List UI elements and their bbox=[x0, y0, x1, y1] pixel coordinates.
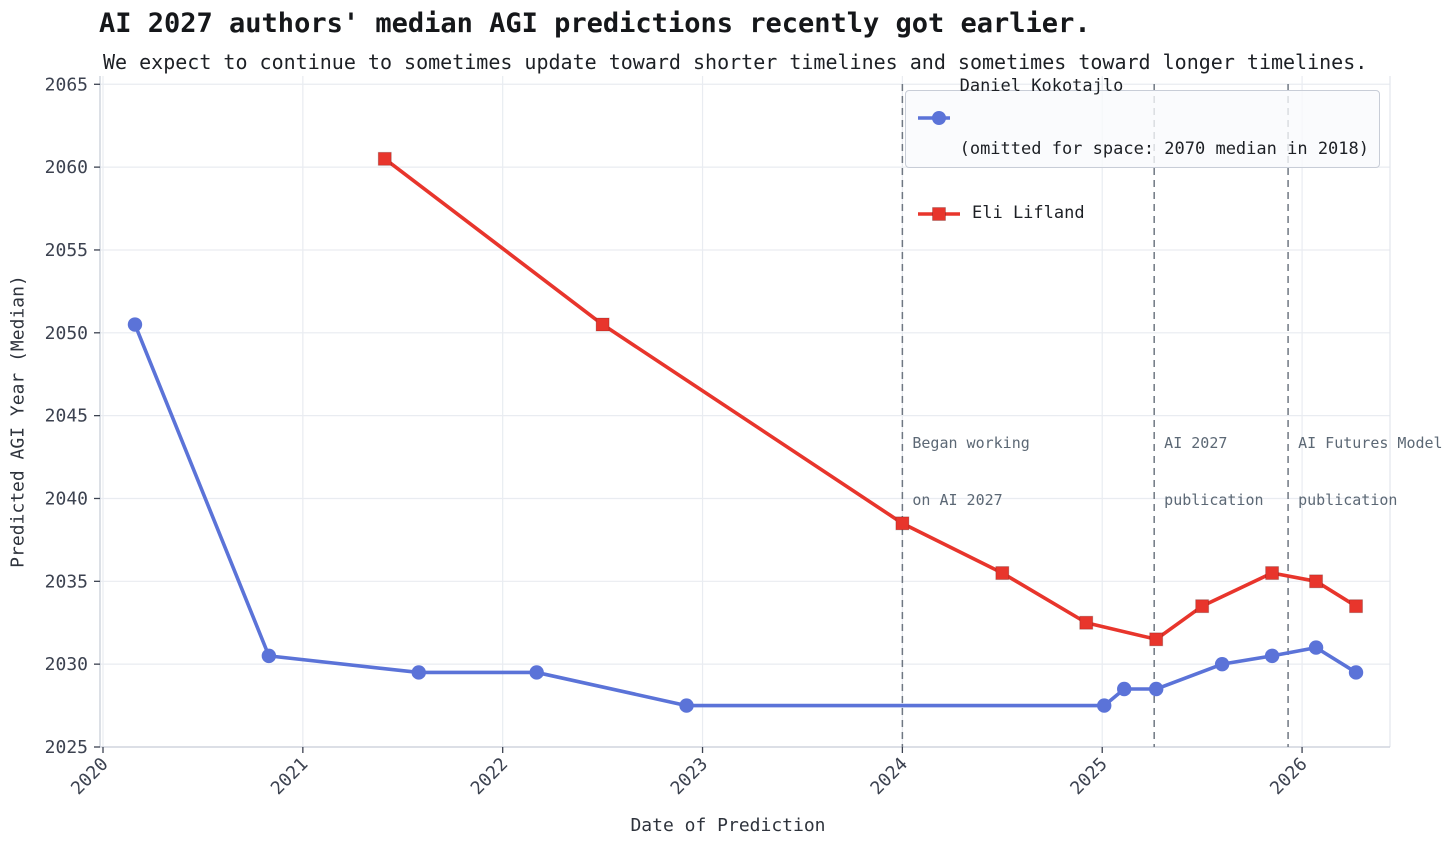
data-point-marker bbox=[1149, 632, 1164, 647]
annotation-line: publication bbox=[1298, 491, 1398, 509]
y-tick-label: 2050 bbox=[45, 323, 88, 344]
y-tick-label: 2060 bbox=[45, 157, 88, 178]
y-tick-labels: 2025 2030 2035 2040 2045 2050 2055 2060 2065 bbox=[45, 74, 88, 758]
legend-label-eli: Eli Lifland bbox=[972, 203, 1085, 223]
data-point-marker bbox=[995, 566, 1010, 581]
data-point-marker bbox=[679, 698, 694, 713]
annotation-began-working-on-ai-2027: Began working on AI 2027 bbox=[912, 396, 1029, 548]
annotation-ai-2027-publication: AI 2027 publication bbox=[1164, 396, 1263, 548]
data-point-marker bbox=[1265, 566, 1280, 581]
legend-label-daniel: Daniel Kokotajlo (omitted for space: 207… bbox=[960, 34, 1369, 202]
y-tick-label: 2055 bbox=[45, 240, 88, 261]
x-tick-label: 2020 bbox=[67, 754, 113, 800]
data-point-marker bbox=[595, 317, 610, 332]
annotation-line: AI 2027 bbox=[1164, 434, 1228, 452]
annotation-line: publication bbox=[1164, 491, 1264, 509]
axis-spines bbox=[99, 76, 1391, 748]
annotation-line: on AI 2027 bbox=[912, 491, 1003, 509]
data-point-marker bbox=[1264, 648, 1280, 664]
legend-item-daniel-kokotajlo: Daniel Kokotajlo (omitted for space: 207… bbox=[916, 34, 1369, 202]
y-tick-label: 2065 bbox=[45, 74, 88, 95]
series-line bbox=[133, 322, 1358, 708]
y-tick-label: 2040 bbox=[45, 488, 88, 509]
x-axis-label: Date of Prediction bbox=[630, 815, 826, 836]
annotation-line: AI Futures Model bbox=[1298, 434, 1443, 452]
x-tick-label: 2022 bbox=[467, 754, 513, 800]
x-tick-label: 2025 bbox=[1066, 754, 1112, 800]
chart-subtitle: We expect to continue to sometimes updat… bbox=[103, 50, 1368, 74]
data-point-marker bbox=[411, 665, 426, 680]
legend-marker-circle-icon bbox=[918, 111, 950, 125]
data-point-marker bbox=[1309, 574, 1324, 589]
legend: Daniel Kokotajlo (omitted for space: 207… bbox=[905, 76, 1380, 223]
x-tick-label: 2026 bbox=[1266, 754, 1312, 800]
x-tick-label: 2024 bbox=[866, 754, 912, 800]
legend-label-daniel-line1: Daniel Kokotajlo bbox=[959, 76, 1124, 96]
annotation-ai-futures-model-publication: AI Futures Model publication bbox=[1298, 396, 1443, 548]
y-tick-label: 2045 bbox=[45, 406, 88, 427]
series-line bbox=[382, 157, 1358, 642]
legend-item-eli-lifland: Eli Lifland bbox=[916, 203, 1369, 224]
data-point-marker bbox=[127, 317, 143, 332]
data-point-marker bbox=[1117, 681, 1132, 697]
data-point-marker bbox=[529, 665, 544, 680]
data-point-marker bbox=[1097, 698, 1112, 713]
y-tick-label: 2025 bbox=[45, 737, 88, 758]
chart-title: AI 2027 authors' median AGI predictions … bbox=[99, 8, 1091, 39]
data-point-marker bbox=[1349, 599, 1364, 614]
data-point-marker bbox=[1079, 615, 1094, 630]
data-point-marker bbox=[895, 516, 910, 531]
data-point-marker bbox=[1148, 681, 1164, 697]
y-axis-label: Predicted AGI Year (Median) bbox=[7, 275, 29, 568]
x-tick-label: 2023 bbox=[667, 754, 713, 800]
x-tick-labels: 2020 2021 2022 2023 2024 2025 2026 bbox=[67, 754, 1312, 800]
data-point-marker bbox=[1308, 640, 1324, 655]
x-tick-label: 2021 bbox=[267, 754, 313, 800]
data-point-marker bbox=[261, 648, 277, 664]
legend-marker-square-icon bbox=[918, 206, 960, 221]
data-point-marker bbox=[1348, 665, 1364, 680]
legend-label-daniel-line2: (omitted for space: 2070 median in 2018) bbox=[959, 139, 1369, 159]
series-daniel-kokotajlo bbox=[127, 317, 1364, 713]
data-point-marker bbox=[1214, 656, 1230, 672]
data-point-marker bbox=[377, 151, 392, 166]
y-tick-label: 2030 bbox=[45, 654, 88, 675]
axis-ticks bbox=[94, 83, 1303, 753]
gridlines bbox=[100, 76, 1390, 748]
y-tick-label: 2035 bbox=[45, 571, 88, 592]
series-eli-lifland bbox=[377, 151, 1364, 647]
data-point-marker bbox=[1195, 599, 1210, 614]
annotation-line: Began working bbox=[912, 434, 1030, 452]
